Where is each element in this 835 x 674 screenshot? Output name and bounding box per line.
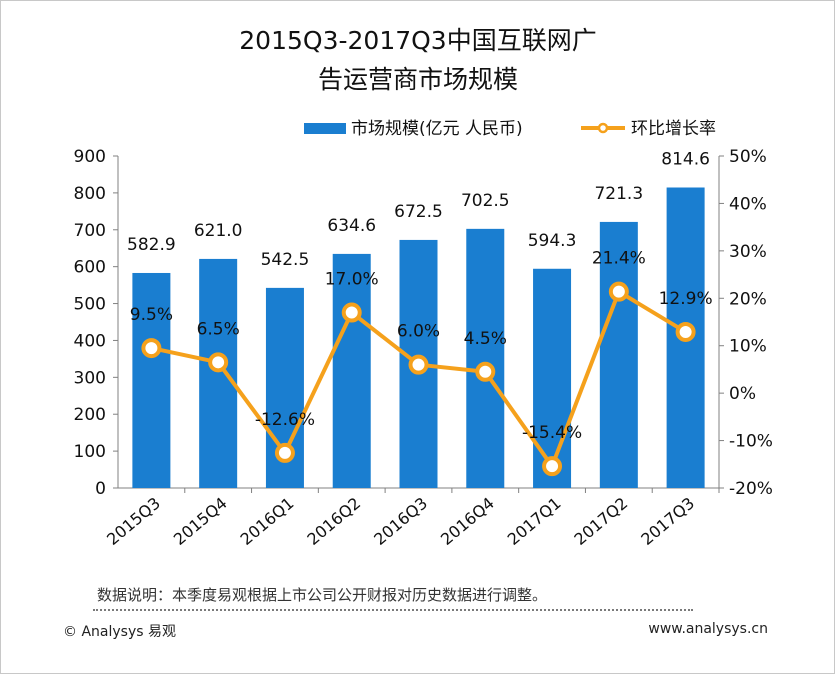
bar (599, 221, 638, 488)
growth-point (141, 338, 162, 359)
chart-title: 2015Q3-2017Q3中国互联网广告运营商市场规模 (239, 26, 596, 94)
website-link[interactable]: www.analysys.cn (648, 621, 768, 637)
x-tick-label: 2017Q2 (571, 494, 632, 549)
growth-value-label: 12.9% (659, 289, 713, 309)
y-left-tick-label: 300 (74, 368, 106, 388)
bar-value-label: 582.9 (127, 235, 176, 255)
y-left-tick-label: 100 (74, 442, 106, 462)
x-tick-label: 2017Q3 (637, 494, 698, 549)
bar (132, 272, 171, 488)
y-left-tick-label: 800 (74, 184, 106, 204)
y-right-tick-label: 20% (729, 289, 767, 309)
bar-value-label: 634.6 (327, 216, 376, 236)
y-left-tick-label: 900 (74, 147, 106, 167)
y-left-tick-label: 0 (95, 479, 106, 499)
growth-point (341, 302, 362, 323)
data-note: 数据说明：本季度易观根据上市公司公开财报对历史数据进行调整。 (97, 586, 548, 604)
growth-point (675, 321, 696, 342)
y-left-tick-label: 600 (74, 258, 106, 278)
y-right-tick-label: 50% (729, 147, 767, 167)
x-tick-label: 2016Q1 (237, 494, 298, 549)
y-right-tick-label: 0% (729, 384, 756, 404)
bar-value-label: 672.5 (394, 202, 443, 222)
growth-point (408, 354, 429, 375)
growth-point (208, 352, 229, 373)
bar (199, 258, 238, 488)
divider (93, 609, 693, 611)
growth-value-label: 17.0% (325, 270, 379, 290)
x-tick-label: 2015Q3 (103, 494, 164, 549)
growth-point (274, 442, 295, 463)
y-right-tick-label: -20% (729, 479, 773, 499)
growth-point (542, 456, 563, 477)
x-tick-label: 2016Q2 (303, 494, 364, 549)
y-right-tick-label: -10% (729, 432, 773, 452)
y-right-tick-label: 10% (729, 337, 767, 357)
growth-value-label: -15.4% (522, 423, 582, 443)
bar-value-label: 814.6 (661, 150, 710, 170)
growth-value-label: 6.5% (197, 319, 240, 339)
legend-line-marker (597, 122, 609, 134)
growth-value-label: 21.4% (592, 249, 646, 269)
bar-value-label: 721.3 (594, 184, 643, 204)
bar-value-label: 702.5 (461, 191, 510, 211)
y-left-tick-label: 200 (74, 405, 106, 425)
growth-value-label: 9.5% (130, 305, 173, 325)
legend-line-label: 环比增长率 (631, 119, 716, 139)
bar (533, 268, 572, 488)
bar (466, 228, 505, 488)
bar-value-label: 594.3 (528, 231, 577, 251)
copyright: © Analysys 易观 (63, 624, 176, 640)
y-left-tick-label: 500 (74, 295, 106, 315)
bar (332, 253, 371, 488)
x-tick-label: 2016Q3 (370, 494, 431, 549)
growth-point (475, 361, 496, 382)
x-tick-label: 2015Q4 (170, 494, 231, 549)
x-tick-label: 2017Q1 (504, 494, 565, 549)
y-right-tick-label: 40% (729, 194, 767, 214)
growth-value-label: 6.0% (397, 322, 440, 342)
legend-bar-swatch (304, 123, 346, 134)
growth-point (608, 281, 629, 302)
legend-bar-label: 市场规模(亿元 人民币) (351, 119, 523, 139)
bar-value-label: 542.5 (261, 250, 310, 270)
bar-value-label: 621.0 (194, 221, 243, 241)
growth-value-label: 4.5% (464, 329, 507, 349)
x-tick-label: 2016Q4 (437, 494, 498, 549)
y-left-tick-label: 700 (74, 221, 106, 241)
y-right-tick-label: 30% (729, 242, 767, 262)
growth-value-label: -12.6% (255, 410, 315, 430)
y-left-tick-label: 400 (74, 331, 106, 351)
